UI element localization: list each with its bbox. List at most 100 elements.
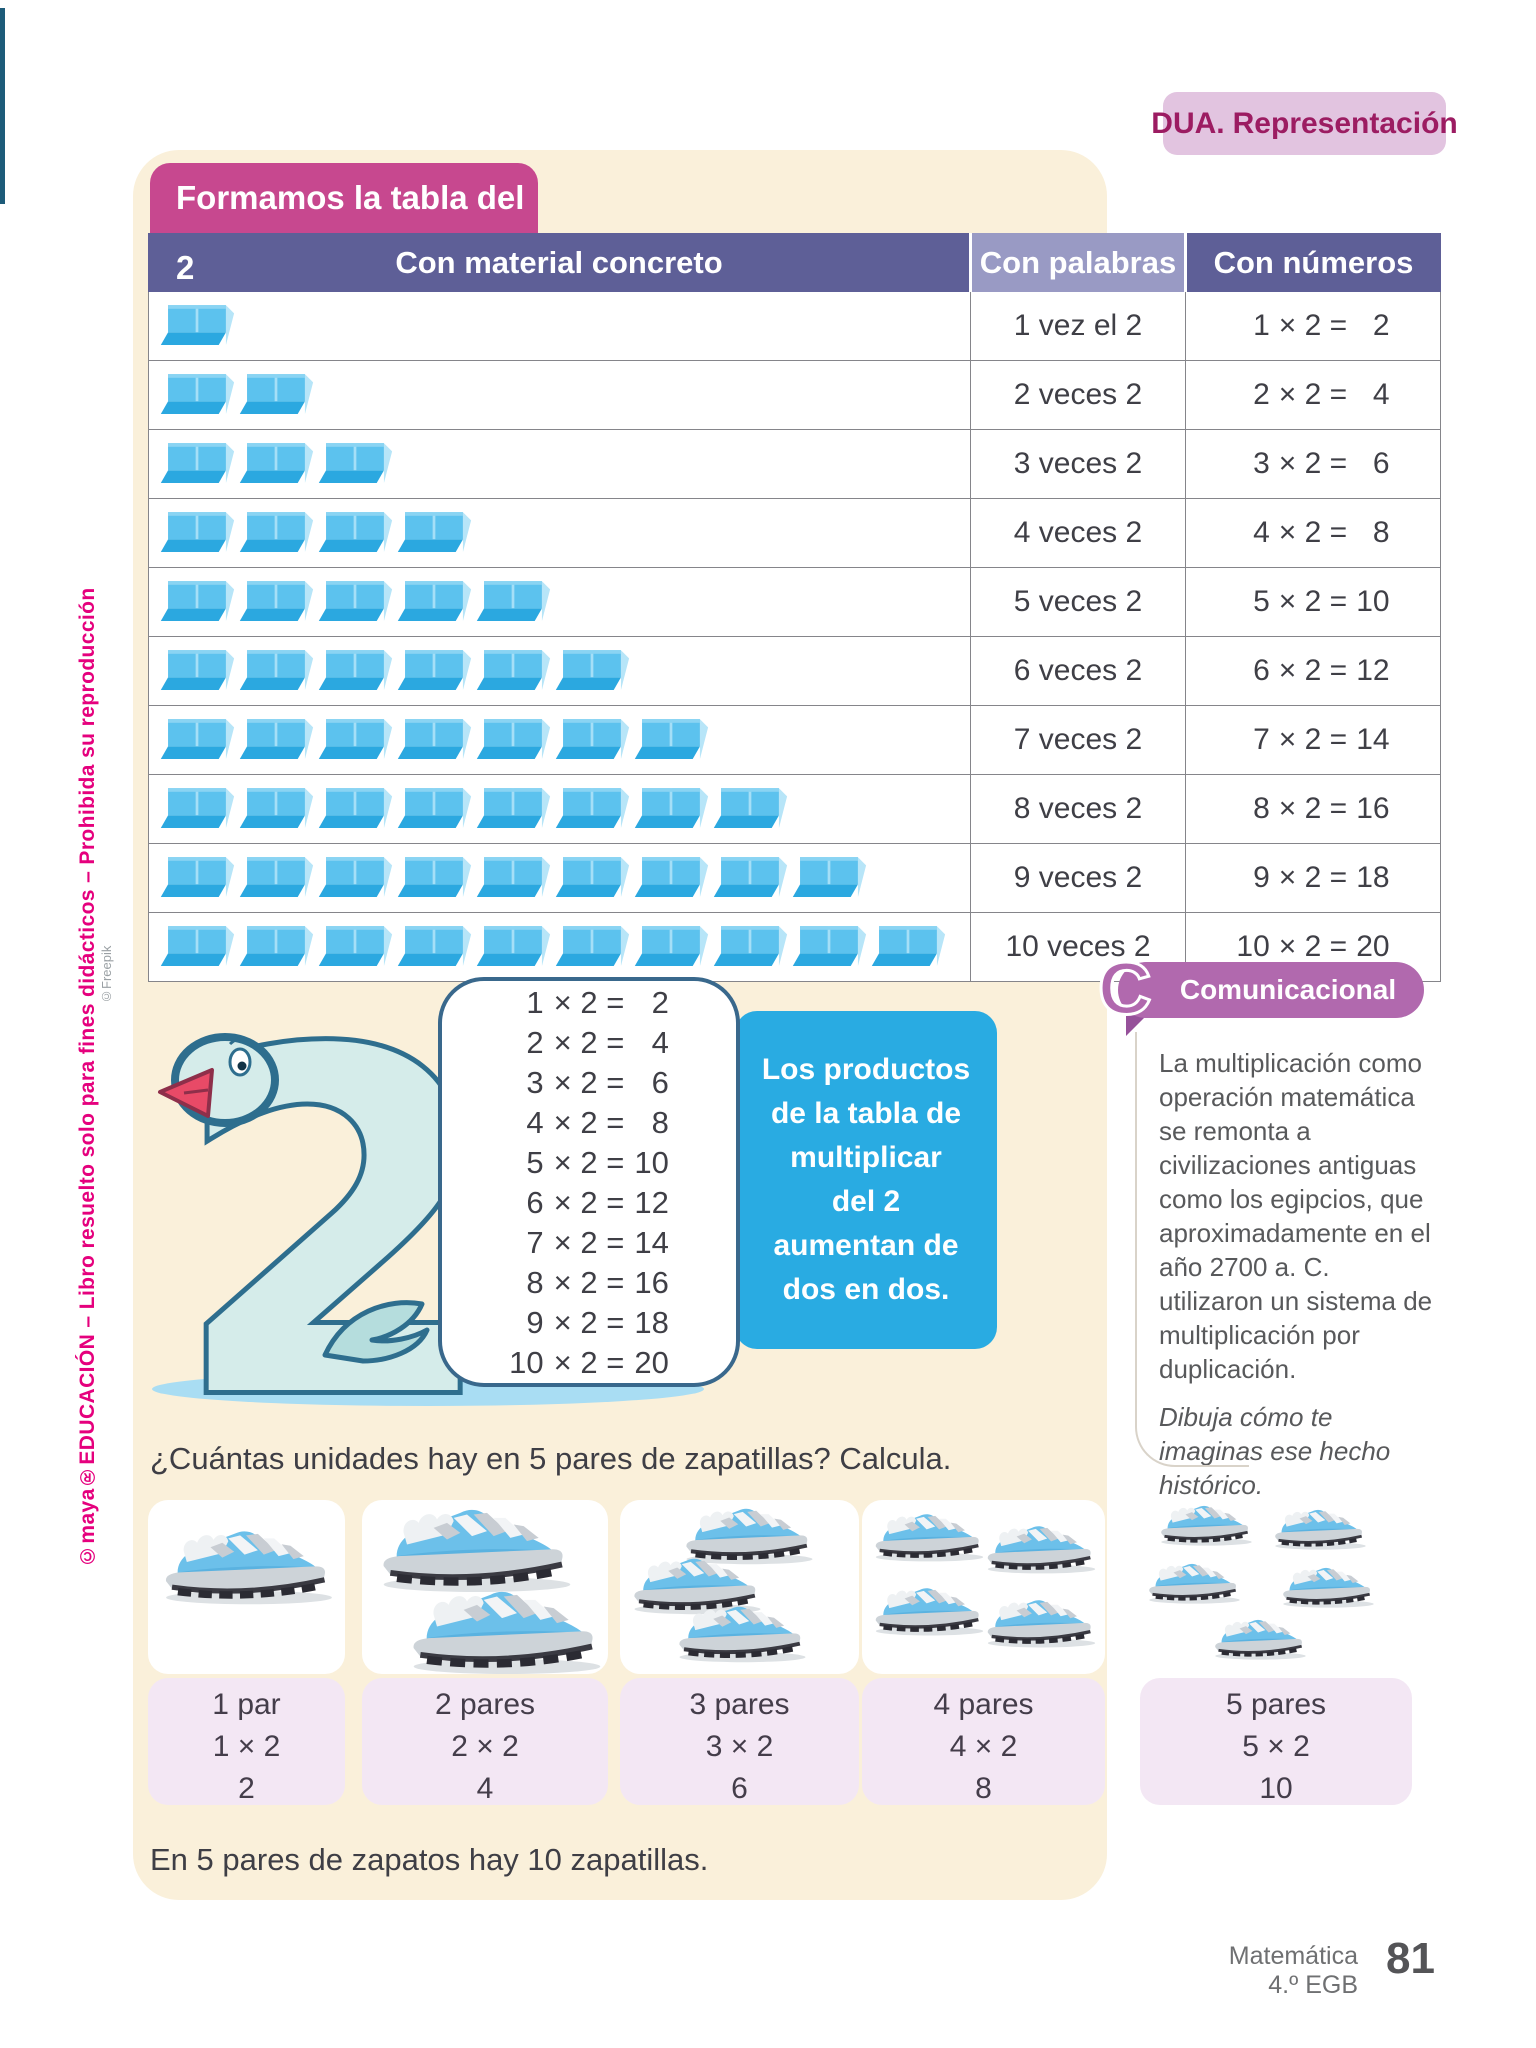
equation-cell: 8 × 2 = 16 <box>1185 774 1441 844</box>
header-words: Con palabras <box>969 233 1187 292</box>
blocks-cell <box>148 705 971 775</box>
equation-cell: 5 × 2 = 10 <box>1185 567 1441 637</box>
times-table-line: 9 × 2 = 18 <box>526 1304 669 1340</box>
pair-mult: 2 × 2 <box>451 1730 519 1763</box>
unit-block-icon <box>397 512 472 552</box>
times-table-line: 1 × 2 = 2 <box>526 984 669 1020</box>
unit-block-icon <box>713 788 788 828</box>
sneaker-icon <box>872 1586 987 1636</box>
words-cell: 2 veces 2 <box>970 360 1186 430</box>
note-box: Los productos de la tabla de multiplicar… <box>735 1011 997 1349</box>
unit-block-icon <box>871 926 946 966</box>
table-row: 2 veces 2 2 × 2 = 4 <box>148 360 1441 430</box>
unit-block-icon <box>239 788 314 828</box>
pair-panel-2 <box>362 1500 608 1674</box>
unit-block-icon <box>239 857 314 897</box>
unit-block-icon <box>239 374 314 414</box>
side-copyright: ©maya ®EDUCACIÓN – Libro resuelto solo pa… <box>76 552 100 1567</box>
pair-result: 8 <box>975 1772 992 1805</box>
swan-wing <box>322 1300 430 1364</box>
sneaker-icon <box>407 1588 607 1675</box>
unit-block-icon <box>239 443 314 483</box>
unit-block-icon <box>713 857 788 897</box>
pair-panel-1 <box>148 1500 345 1674</box>
pair-label-5: 5 pares 5 × 2 10 <box>1140 1678 1412 1805</box>
unit-block-icon <box>160 926 235 966</box>
pair-mult: 3 × 2 <box>705 1730 774 1763</box>
unit-block-icon <box>397 650 472 690</box>
equation-cell: 1 × 2 = 2 <box>1185 291 1441 361</box>
words-cell: 3 veces 2 <box>970 429 1186 499</box>
table-row: 8 veces 2 8 × 2 = 16 <box>148 774 1441 844</box>
unit-block-icon <box>160 788 235 828</box>
shoe-area <box>620 1500 859 1674</box>
unit-block-icon <box>476 857 551 897</box>
blocks-cell <box>148 567 971 637</box>
pair-label-3: 3 pares 3 × 2 6 <box>620 1678 859 1805</box>
pair-count: 1 par <box>212 1688 281 1721</box>
sneaker-icon <box>1146 1562 1243 1604</box>
table-row: 5 veces 2 5 × 2 = 10 <box>148 567 1441 637</box>
words-cell: 1 vez el 2 <box>970 291 1186 361</box>
table-header-row: Con material concreto Con palabras Con n… <box>148 233 1441 292</box>
pair-panel-4 <box>862 1500 1105 1674</box>
pair-result: 10 <box>1259 1772 1293 1805</box>
unit-block-icon <box>476 581 551 621</box>
unit-block-icon <box>160 512 235 552</box>
blocks-cell <box>148 912 971 982</box>
footer-grade: 4.º EGB <box>1268 1971 1358 1999</box>
unit-block-icon <box>318 719 393 759</box>
sneaker-icon <box>1158 1504 1255 1546</box>
unit-block-icon <box>476 719 551 759</box>
table-row: 7 veces 2 7 × 2 = 14 <box>148 705 1441 775</box>
pair-count: 3 pares <box>689 1688 790 1721</box>
communication-c-icon: C <box>1096 947 1152 1030</box>
equation-cell: 2 × 2 = 4 <box>1185 360 1441 430</box>
unit-block-icon <box>634 926 709 966</box>
unit-block-icon <box>792 857 867 897</box>
pair-mult: 5 × 2 <box>1242 1730 1310 1763</box>
header-numbers: Con números <box>1185 233 1441 292</box>
blocks-cell <box>148 774 971 844</box>
words-cell: 8 veces 2 <box>970 774 1186 844</box>
unit-block-icon <box>160 650 235 690</box>
sidebar-history-text: La multiplicación como operación matemát… <box>1159 1048 1433 1384</box>
unit-block-icon <box>397 788 472 828</box>
pair-mult: 4 × 2 <box>949 1730 1018 1763</box>
unit-block-icon <box>239 581 314 621</box>
table-row: 6 veces 2 6 × 2 = 12 <box>148 636 1441 706</box>
unit-block-icon <box>318 788 393 828</box>
freepik-credit: ©Freepik <box>99 945 114 1004</box>
sneaker-icon <box>377 1506 577 1593</box>
equation-cell: 4 × 2 = 8 <box>1185 498 1441 568</box>
unit-block-icon <box>160 374 235 414</box>
blocks-cell <box>148 636 971 706</box>
unit-block-icon <box>634 719 709 759</box>
unit-block-icon <box>160 443 235 483</box>
words-cell: 9 veces 2 <box>970 843 1186 913</box>
pair-mult: 1 × 2 <box>212 1730 281 1763</box>
pair-result: 2 <box>238 1772 255 1805</box>
words-cell: 5 veces 2 <box>970 567 1186 637</box>
sneaker-icon <box>872 1512 987 1562</box>
blocks-cell <box>148 843 971 913</box>
pair-result: 4 <box>476 1772 494 1805</box>
table-row: 3 veces 2 3 × 2 = 6 <box>148 429 1441 499</box>
unit-block-icon <box>634 788 709 828</box>
shoe-area <box>362 1500 608 1674</box>
unit-block-icon <box>318 581 393 621</box>
unit-block-icon <box>160 305 235 345</box>
times-table-body: 1 vez el 2 1 × 2 = 2 2 veces 2 2 × 2 = 4 3 veces… <box>148 291 1441 982</box>
sneaker-icon <box>675 1604 810 1663</box>
table-row: 1 vez el 2 1 × 2 = 2 <box>148 291 1441 361</box>
shoe-area <box>862 1500 1105 1674</box>
times-table-line: 2 × 2 = 4 <box>526 1024 669 1060</box>
unit-block-icon <box>713 926 788 966</box>
unit-block-icon <box>476 926 551 966</box>
sneaker-icon <box>1280 1566 1377 1608</box>
pair-panel-3 <box>620 1500 859 1674</box>
words-cell: 4 veces 2 <box>970 498 1186 568</box>
times-table-line: 6 × 2 = 12 <box>526 1184 669 1220</box>
unit-block-icon <box>318 926 393 966</box>
